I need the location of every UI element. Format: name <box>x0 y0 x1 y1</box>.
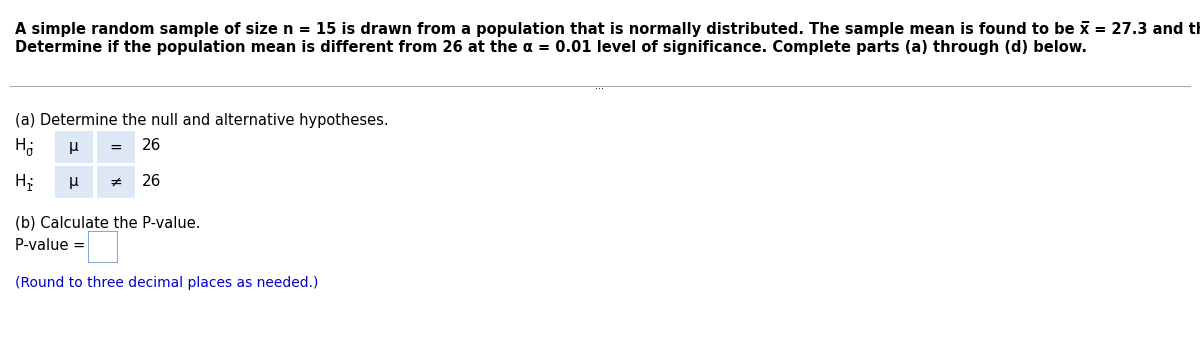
Text: =: = <box>109 139 122 154</box>
Text: ≠: ≠ <box>109 174 122 190</box>
Text: P-value =: P-value = <box>14 238 85 253</box>
Text: ...: ... <box>595 81 605 91</box>
FancyBboxPatch shape <box>582 73 618 99</box>
Text: μ: μ <box>70 174 79 190</box>
Text: (a) Determine the null and alternative hypotheses.: (a) Determine the null and alternative h… <box>14 113 389 128</box>
Text: 26: 26 <box>142 139 161 153</box>
Text: 0: 0 <box>25 148 32 158</box>
Text: A simple random sample of size n = 15 is drawn from a population that is normall: A simple random sample of size n = 15 is… <box>14 21 1200 37</box>
Text: 26: 26 <box>142 173 161 188</box>
Text: 1: 1 <box>25 183 32 193</box>
Text: H: H <box>14 173 26 188</box>
Text: :: : <box>28 173 34 188</box>
Text: :: : <box>28 139 34 153</box>
Text: (Round to three decimal places as needed.): (Round to three decimal places as needed… <box>14 276 318 290</box>
Text: μ: μ <box>70 139 79 154</box>
Text: H: H <box>14 139 26 153</box>
Text: Determine if the population mean is different from 26 at the α = 0.01 level of s: Determine if the population mean is diff… <box>14 40 1087 55</box>
Text: (b) Calculate the P-value.: (b) Calculate the P-value. <box>14 216 200 231</box>
